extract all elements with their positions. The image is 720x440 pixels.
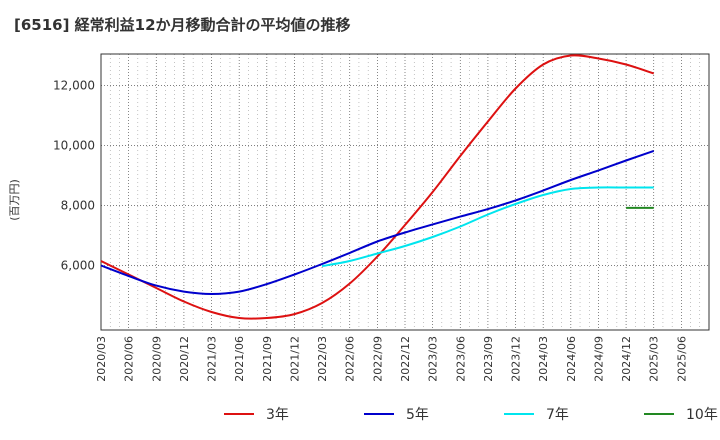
series-lines — [100, 54, 655, 320]
x-tick-label: 2020/09 — [150, 336, 163, 382]
x-tick-label: 2023/06 — [454, 336, 467, 382]
x-tick-label: 2024/03 — [537, 336, 550, 382]
x-tick-label: 2021/12 — [288, 336, 301, 382]
x-tick-label: 2021/06 — [233, 336, 246, 382]
legend-label-2: 5年 — [406, 407, 429, 423]
series-line-2 — [100, 149, 655, 295]
x-tick-label: 2022/06 — [344, 336, 357, 382]
y-axis-ticks: 6,000 8,000 10,000 12,000 — [53, 79, 95, 273]
series-line-1 — [100, 54, 655, 320]
x-tick-label: 2022/03 — [316, 336, 329, 382]
legend: 3年 5年 7年 10年 — [224, 407, 718, 423]
y-tick-label: 12,000 — [53, 79, 95, 93]
x-tick-label: 2022/12 — [399, 336, 412, 382]
legend-label-3: 7年 — [546, 407, 569, 423]
x-tick-label: 2021/03 — [206, 336, 219, 382]
x-tick-label: 2022/09 — [371, 336, 384, 382]
x-tick-label: 2021/09 — [261, 336, 274, 382]
legend-label-1: 3年 — [266, 407, 289, 423]
y-tick-label: 8,000 — [61, 199, 95, 213]
legend-label-4: 10年 — [686, 407, 718, 423]
x-tick-label: 2020/12 — [178, 336, 191, 382]
x-tick-label: 2024/09 — [592, 336, 605, 382]
y-axis-label: (百万円) — [8, 179, 21, 221]
x-tick-label: 2023/12 — [510, 336, 523, 382]
x-tick-label: 2023/03 — [427, 336, 440, 382]
x-tick-label: 2023/09 — [482, 336, 495, 382]
x-tick-label: 2024/06 — [565, 336, 578, 382]
x-tick-label: 2020/06 — [123, 336, 136, 382]
x-tick-label: 2025/03 — [648, 336, 661, 382]
y-tick-label: 10,000 — [53, 139, 95, 153]
x-tick-label: 2025/06 — [675, 336, 688, 382]
chart-title: [6516] 経常利益12か月移動合計の平均値の推移 — [14, 16, 351, 34]
plot-border — [100, 53, 710, 331]
x-tick-label: 2020/03 — [95, 336, 108, 382]
x-tick-label: 2024/12 — [620, 336, 633, 382]
y-tick-label: 6,000 — [61, 259, 95, 273]
series-line-3 — [321, 186, 654, 268]
x-axis-ticks: 2020/03 2020/06 2020/09 2020/12 2021/03 2021/… — [95, 336, 688, 382]
